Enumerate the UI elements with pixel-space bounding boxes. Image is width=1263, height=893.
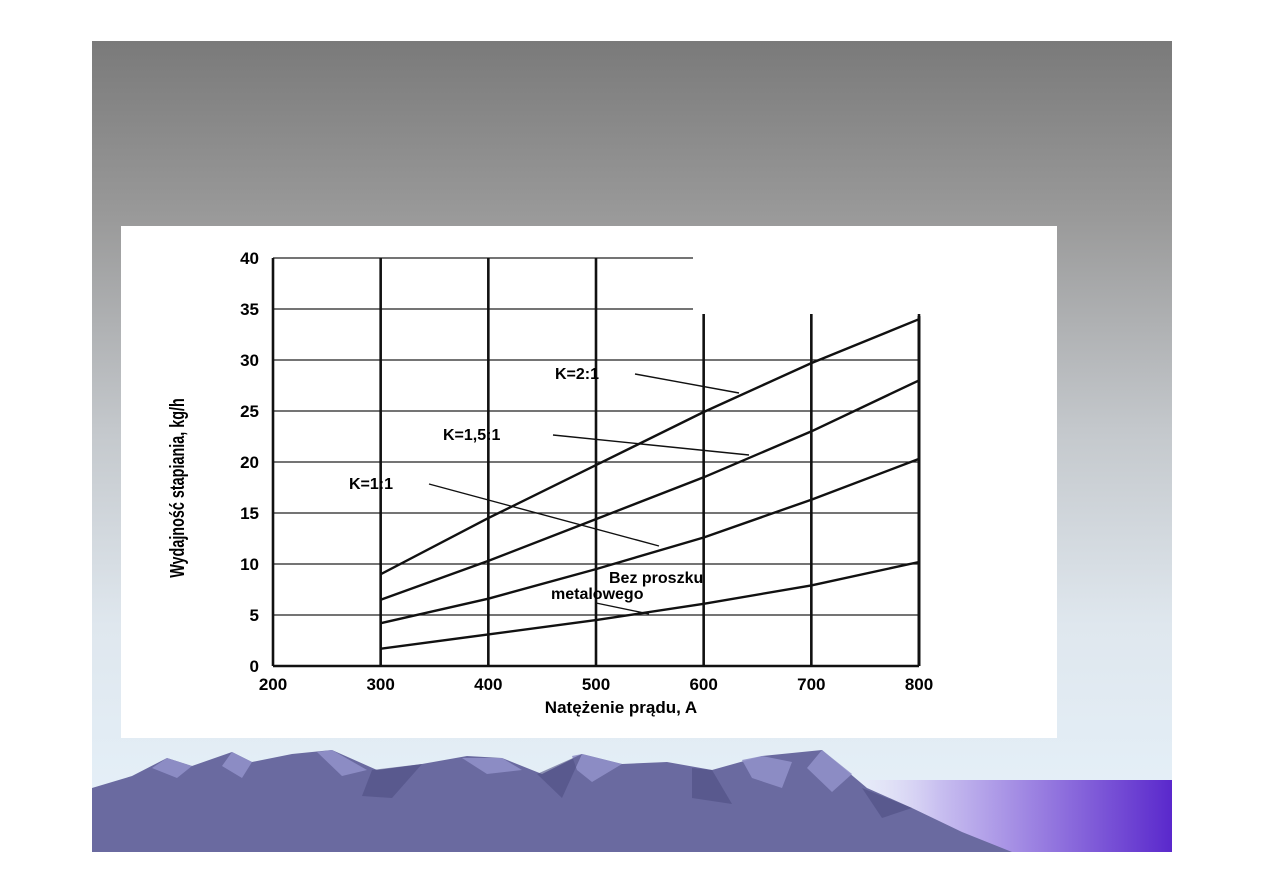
x-axis-label: Natężenie prądu, A [545, 698, 697, 717]
melting-rate-chart: 200 300 400 500 600 700 800 0 5 10 15 20 25 30 35 40 Na… [166, 226, 1057, 717]
label-k11: K=1:1 [349, 476, 393, 493]
y-axis-label: Wydajność stapiania, kg/h [166, 398, 189, 578]
tick-labels: 200 300 400 500 600 700 800 0 5 10 15 20 25 30 35 40 [240, 249, 933, 694]
y-tick-label-7: 35 [240, 300, 259, 319]
y-tick-label-5: 25 [240, 402, 259, 421]
y-tick-label-1: 5 [250, 606, 259, 625]
x-tick-label-5: 700 [797, 675, 825, 694]
x-tick-label-2: 400 [474, 675, 502, 694]
series-line-3 [380, 560, 920, 650]
axes [271, 258, 921, 668]
legend-mask [693, 226, 1057, 314]
x-tick-label-4: 600 [689, 675, 717, 694]
y-tick-label-0: 0 [250, 657, 259, 676]
leader-k151 [552, 434, 750, 456]
leader-k11 [428, 483, 660, 547]
series-line-0 [380, 318, 920, 576]
mountain-banner [92, 750, 1172, 852]
y-tick-label-2: 10 [240, 555, 259, 574]
label-k151: K=1,5:1 [443, 427, 500, 444]
curves [380, 318, 920, 650]
grid [273, 257, 921, 666]
label-bez-line2: metalowego [551, 586, 644, 603]
label-bez-line1: Bez proszku [609, 570, 703, 587]
y-tick-label-3: 15 [240, 504, 259, 523]
x-tick-label-3: 500 [582, 675, 610, 694]
chart-panel: 200 300 400 500 600 700 800 0 5 10 15 20 25 30 35 40 Na… [121, 226, 1057, 738]
series-line-2 [380, 457, 920, 625]
series-line-1 [380, 379, 920, 601]
leader-k21 [634, 373, 740, 394]
mountain-highlights [152, 750, 852, 792]
y-tick-label-6: 30 [240, 351, 259, 370]
y-tick-label-8: 40 [240, 249, 259, 268]
x-tick-label-6: 800 [905, 675, 933, 694]
leader-lines [428, 373, 750, 615]
label-k21: K=2:1 [555, 366, 599, 383]
y-tick-label-4: 20 [240, 453, 259, 472]
leader-bez [595, 602, 650, 615]
x-tick-label-1: 300 [366, 675, 394, 694]
x-tick-label-0: 200 [259, 675, 287, 694]
